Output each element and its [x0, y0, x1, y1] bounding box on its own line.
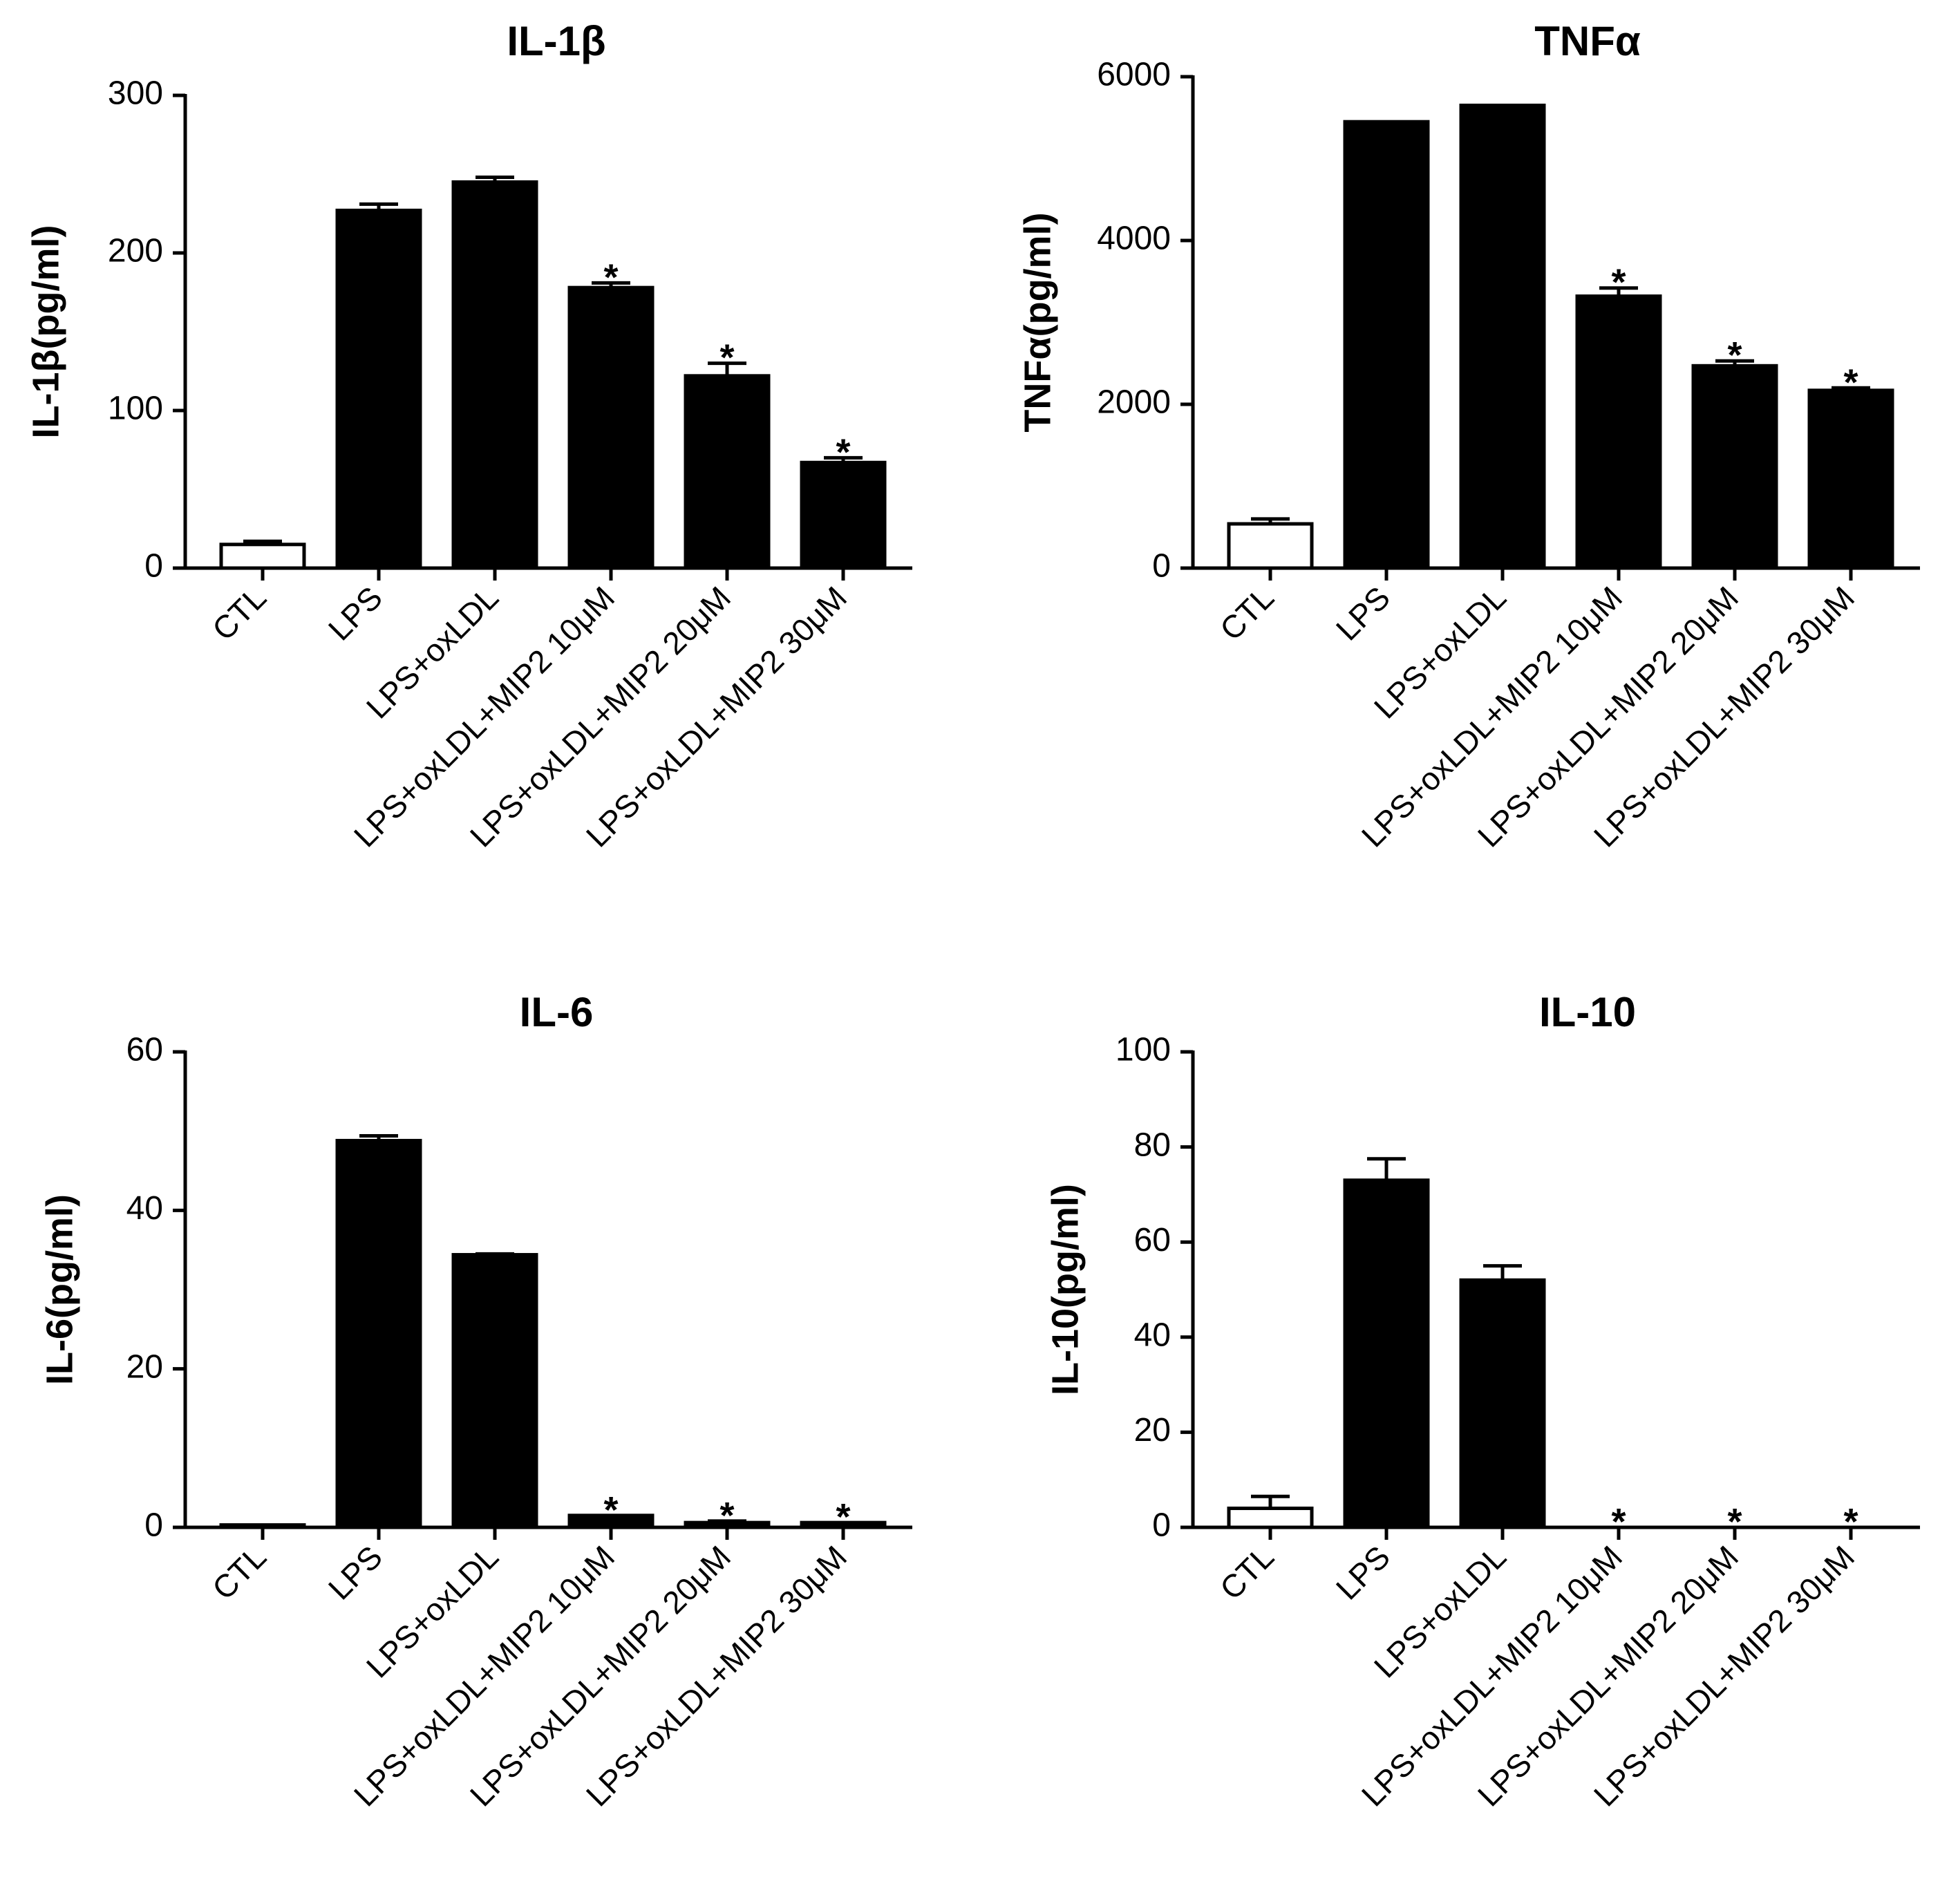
significance-marker: *	[1727, 1501, 1742, 1543]
bar-1	[1227, 522, 1314, 570]
chart-title: TNFα	[1534, 18, 1641, 64]
significance-marker: *	[1843, 361, 1858, 403]
significance-marker: *	[1611, 262, 1626, 303]
category-label: LPS	[321, 579, 389, 647]
y-tick-label: 6000	[1097, 57, 1171, 93]
bar-5	[684, 374, 771, 570]
bar-1	[219, 543, 306, 570]
significance-marker: *	[1727, 334, 1742, 376]
bar-2	[335, 1138, 422, 1529]
bar-2	[335, 208, 422, 570]
y-tick-label: 20	[126, 1348, 163, 1385]
y-tick-label: 100	[108, 390, 163, 427]
significance-marker: *	[836, 431, 850, 473]
y-tick-label: 0	[1152, 548, 1171, 585]
bar-6	[1807, 388, 1894, 570]
bar-3	[451, 180, 538, 570]
y-tick-label: 200	[108, 233, 163, 270]
y-tick-label: 0	[144, 1507, 163, 1544]
y-tick-label: 100	[1116, 1032, 1171, 1068]
category-label: CTL	[205, 1538, 273, 1606]
significance-marker: *	[603, 256, 618, 298]
bar-4	[1575, 294, 1662, 570]
bar-3	[1459, 103, 1546, 570]
y-tick-label: 80	[1134, 1127, 1171, 1163]
y-axis-label: TNFα(pg/ml)	[1017, 212, 1058, 432]
y-axis-label: IL-10(pg/ml)	[1044, 1184, 1086, 1395]
significance-marker: *	[836, 1496, 850, 1538]
bar-1	[219, 1523, 306, 1529]
y-tick-label: 60	[126, 1032, 163, 1068]
bar-3	[451, 1253, 538, 1529]
bar-2	[1343, 1178, 1430, 1529]
y-tick-label: 60	[1134, 1222, 1171, 1259]
y-axis-label: IL-1β(pg/ml)	[25, 225, 66, 439]
y-tick-label: 0	[1152, 1507, 1171, 1544]
bar-4	[567, 285, 655, 570]
bar-3	[1459, 1278, 1546, 1529]
bar-6	[800, 460, 887, 570]
category-label: LPS	[1329, 579, 1397, 647]
y-tick-label: 40	[1134, 1317, 1171, 1353]
y-tick-label: 4000	[1097, 220, 1171, 257]
category-label: LPS	[1329, 1538, 1397, 1606]
y-axis-label: IL-6(pg/ml)	[39, 1194, 80, 1385]
category-label: CTL	[1213, 1538, 1281, 1606]
y-tick-label: 40	[126, 1190, 163, 1227]
y-tick-label: 20	[1134, 1412, 1171, 1449]
bar-1	[1227, 1506, 1314, 1529]
chart-title: IL-6	[520, 989, 594, 1035]
y-tick-label: 300	[108, 75, 163, 112]
significance-marker: *	[603, 1489, 618, 1531]
category-label: CTL	[1213, 579, 1281, 647]
significance-marker: *	[1843, 1501, 1858, 1543]
bar-2	[1343, 120, 1430, 570]
y-tick-label: 2000	[1097, 384, 1171, 421]
y-tick-label: 0	[144, 548, 163, 585]
significance-marker: *	[1611, 1501, 1626, 1543]
significance-marker: *	[719, 337, 734, 379]
category-label: CTL	[205, 579, 273, 647]
chart-title: IL-1β	[507, 18, 605, 64]
chart-title: IL-10	[1539, 989, 1636, 1035]
bar-5	[1691, 364, 1778, 570]
category-label: LPS	[321, 1538, 389, 1606]
significance-marker: *	[719, 1495, 734, 1536]
